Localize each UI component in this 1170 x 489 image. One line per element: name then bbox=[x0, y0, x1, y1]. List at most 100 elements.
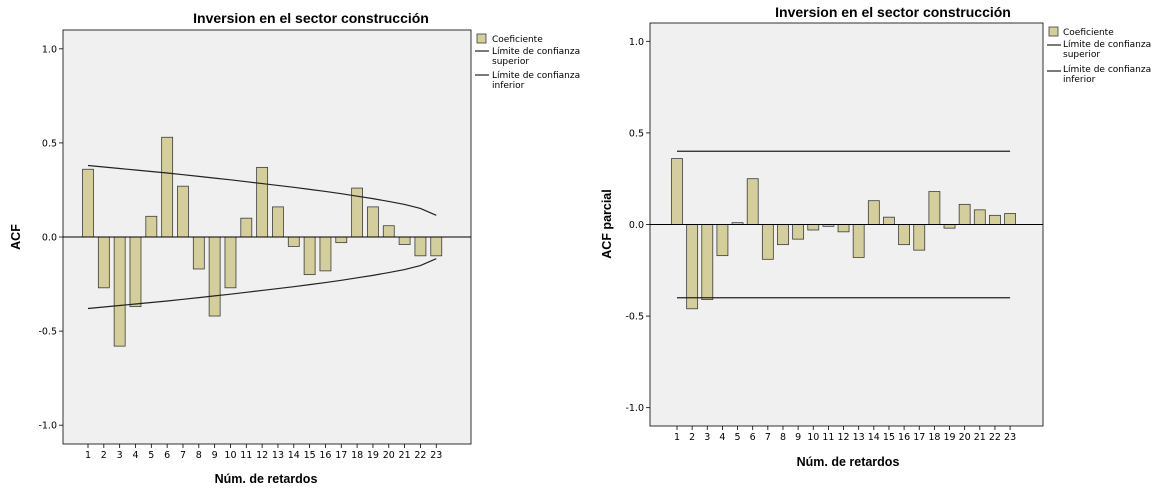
acf-bar-lag-14 bbox=[287, 236, 300, 247]
acf-bar-lag-16 bbox=[319, 236, 332, 272]
pacf-bar-lag-13 bbox=[852, 224, 865, 258]
pacf-bar-lag-23 bbox=[1004, 213, 1016, 225]
acf-x-tick-label: 3 bbox=[117, 450, 123, 461]
acf-x-tick-label: 13 bbox=[272, 450, 284, 461]
acf-bar-lag-12 bbox=[256, 166, 269, 238]
pacf-y-axis: 1.0 0.5 0.0 -0.5 -1.0 bbox=[625, 37, 650, 414]
pacf-bar-lag-9 bbox=[792, 224, 805, 240]
acf-upper-confidence-limit bbox=[87, 164, 437, 216]
acf-bar-lag-3 bbox=[113, 236, 126, 347]
acf-bar-lag-20 bbox=[382, 225, 395, 238]
acf-chart: Inversion en el sector construcción 1.0 0… bbox=[9, 10, 580, 486]
acf-y-tick-label: 1.0 bbox=[42, 44, 57, 55]
acf-bar-lag-10 bbox=[224, 236, 237, 289]
pacf-chart: Inversion en el sector construcción 1.0 0… bbox=[600, 4, 1151, 469]
pacf-x-tick-label: 14 bbox=[868, 432, 880, 443]
acf-legend-upper-label-2: superior bbox=[492, 57, 529, 67]
pacf-bar-lag-15 bbox=[883, 216, 895, 225]
pacf-y-tick-label: 0.0 bbox=[629, 220, 644, 231]
acf-x-tick-label: 15 bbox=[304, 450, 316, 461]
acf-y-tick-label: 0.5 bbox=[42, 138, 57, 149]
pacf-bar-lag-19 bbox=[943, 224, 956, 229]
acf-bar-lag-6 bbox=[161, 136, 174, 238]
acf-bar-lag-4 bbox=[129, 236, 142, 308]
pacf-x-tick-label: 7 bbox=[765, 432, 771, 443]
pacf-x-tick-label: 8 bbox=[780, 432, 786, 443]
acf-x-tick-label: 21 bbox=[399, 450, 411, 461]
pacf-x-tick-label: 11 bbox=[822, 432, 834, 443]
pacf-legend-upper-label-2: superior bbox=[1063, 50, 1100, 60]
acf-bar-lag-17 bbox=[335, 236, 348, 244]
pacf-chart-title: Inversion en el sector construcción bbox=[775, 4, 1011, 20]
acf-bar-lag-21 bbox=[398, 236, 411, 245]
acf-legend-lower-label-2: inferior bbox=[492, 81, 525, 91]
acf-x-tick-label: 16 bbox=[319, 450, 331, 461]
acf-chart-title: Inversion en el sector construcción bbox=[193, 10, 429, 26]
pacf-bar-lag-2 bbox=[686, 224, 699, 310]
acf-x-tick-label: 22 bbox=[414, 450, 426, 461]
pacf-bar-lag-16 bbox=[898, 224, 910, 246]
acf-confidence-lines bbox=[63, 164, 471, 310]
acf-y-tick-label: -1.0 bbox=[38, 421, 57, 432]
acf-legend-coef-swatch bbox=[476, 33, 487, 44]
pacf-bar-lag-1 bbox=[671, 158, 683, 225]
pacf-bar-lag-17 bbox=[913, 224, 926, 251]
pacf-legend-coef-swatch bbox=[1048, 26, 1059, 37]
pacf-bar-lag-7 bbox=[761, 224, 774, 260]
pacf-x-tick-label: 22 bbox=[989, 432, 1001, 443]
pacf-x-tick-label: 6 bbox=[750, 432, 756, 443]
acf-x-axis: 1 2 3 4 5 6 7 8 9 10 11 12 13 14 15 16 17 18 19 20 21 22 23 bbox=[85, 444, 442, 461]
pacf-x-tick-label: 19 bbox=[943, 432, 955, 443]
acf-x-tick-label: 11 bbox=[240, 450, 252, 461]
acf-y-axis-title: ACF bbox=[9, 224, 23, 250]
pacf-y-axis-title: ACF parcial bbox=[600, 189, 614, 258]
acf-bar-lag-22 bbox=[414, 236, 427, 257]
pacf-bar-lag-18 bbox=[928, 191, 941, 225]
pacf-bar-lag-22 bbox=[989, 214, 1001, 225]
acf-x-tick-label: 10 bbox=[224, 450, 236, 461]
pacf-bar-lag-4 bbox=[716, 224, 729, 257]
acf-x-tick-label: 18 bbox=[351, 450, 363, 461]
pacf-x-tick-label: 9 bbox=[795, 432, 801, 443]
pacf-x-tick-label: 18 bbox=[928, 432, 940, 443]
pacf-x-tick-label: 12 bbox=[837, 432, 849, 443]
acf-bar-lag-23 bbox=[430, 236, 443, 257]
acf-legend: Coeficiente Límite de confianza superior… bbox=[475, 33, 580, 91]
acf-y-tick-label: 0.0 bbox=[42, 233, 57, 244]
acf-bar-lag-11 bbox=[240, 217, 253, 238]
pacf-x-tick-label: 1 bbox=[674, 432, 680, 443]
pacf-x-tick-label: 15 bbox=[883, 432, 895, 443]
pacf-y-tick-label: 1.0 bbox=[629, 37, 644, 48]
acf-x-axis-title: Núm. de retardos bbox=[215, 472, 318, 486]
pacf-legend-upper-label-1: Límite de confianza bbox=[1063, 40, 1151, 50]
acf-bar-lag-8 bbox=[192, 236, 205, 270]
acf-legend-lower-label-1: Límite de confianza bbox=[492, 71, 580, 81]
acf-bar-lag-19 bbox=[367, 206, 379, 238]
acf-x-tick-label: 8 bbox=[196, 450, 202, 461]
pacf-x-tick-label: 23 bbox=[1004, 432, 1016, 443]
pacf-legend-coef-label: Coeficiente bbox=[1063, 28, 1114, 38]
pacf-bar-lag-14 bbox=[867, 200, 880, 225]
pacf-bar-lag-3 bbox=[701, 224, 714, 301]
acf-bar-lag-1 bbox=[82, 168, 94, 238]
acf-x-tick-label: 1 bbox=[85, 450, 91, 461]
acf-legend-upper-label-1: Límite de confianza bbox=[492, 47, 580, 57]
acf-x-tick-label: 20 bbox=[383, 450, 395, 461]
pacf-y-tick-label: -0.5 bbox=[625, 312, 644, 323]
acf-x-tick-label: 14 bbox=[288, 450, 300, 461]
acf-x-tick-label: 12 bbox=[256, 450, 268, 461]
pacf-legend-lower-label-1: Límite de confianza bbox=[1063, 65, 1151, 75]
pacf-x-tick-label: 10 bbox=[807, 432, 819, 443]
acf-bar-lag-13 bbox=[272, 206, 284, 238]
acf-x-tick-label: 5 bbox=[148, 450, 154, 461]
pacf-confidence-lines bbox=[650, 150, 1043, 299]
pacf-bar-lag-10 bbox=[807, 224, 820, 231]
acf-bar-lag-7 bbox=[177, 185, 189, 238]
pacf-x-tick-label: 13 bbox=[853, 432, 865, 443]
acf-x-tick-label: 19 bbox=[367, 450, 379, 461]
pacf-bar-lag-21 bbox=[973, 209, 986, 225]
acf-legend-coef-label: Coeficiente bbox=[492, 35, 543, 45]
pacf-x-tick-label: 3 bbox=[704, 432, 710, 443]
pacf-bar-lag-8 bbox=[777, 224, 789, 246]
acf-x-tick-label: 2 bbox=[101, 450, 107, 461]
